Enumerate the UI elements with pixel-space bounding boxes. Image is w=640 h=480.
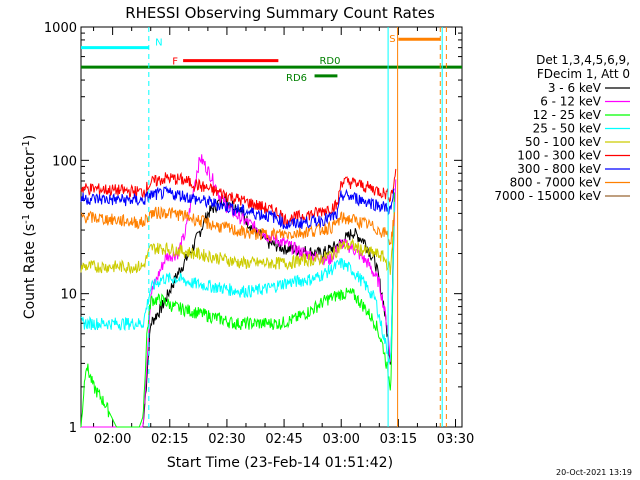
flag-label: RD6 — [286, 73, 307, 84]
axis-ticks: 02:00 02:15 02:30 02:45 03:00 03:15 03:30 1 10 10… — [44, 21, 474, 447]
series-line — [80, 192, 395, 428]
series-line — [80, 211, 395, 275]
x-tick-label: 02:30 — [208, 432, 245, 447]
legend-label: 50 - 100 keV — [525, 135, 602, 149]
chart-title: RHESSI Observing Summary Count Rates — [125, 4, 435, 22]
legend-label: 100 - 300 keV — [517, 149, 601, 163]
series-line — [80, 185, 395, 230]
plot-frame — [80, 26, 463, 428]
legend-label: 12 - 25 keV — [533, 108, 602, 122]
legend-label: 6 - 12 keV — [540, 95, 602, 109]
legend-label: 25 - 50 keV — [533, 122, 602, 136]
legend-label: 800 - 7000 keV — [510, 176, 602, 190]
footer-date: 20-Oct-2021 13:19 — [556, 468, 632, 477]
legend-title-line2: FDecim 1, Att 0 — [537, 67, 630, 81]
flag-label: S — [389, 34, 395, 45]
series-line — [80, 168, 397, 227]
y-tick-label: 10 — [60, 288, 77, 303]
x-tick-label: 02:45 — [265, 432, 302, 447]
x-tick-label: 02:15 — [151, 432, 188, 447]
series-line — [80, 205, 395, 246]
y-axis-label-end: ) — [22, 135, 38, 140]
y-axis-label-sup1: -1 — [21, 214, 32, 224]
y-axis-label: Count Rate (s-1 detector-1) — [21, 135, 38, 319]
attenuator-lines — [148, 27, 447, 427]
y-tick-label: 100 — [52, 154, 77, 169]
flag-label: RD0 — [319, 56, 340, 67]
flag-label: N — [155, 38, 162, 49]
y-tick-label: 1000 — [44, 21, 77, 36]
legend-title-line1: Det 1,3,4,5,6,9, — [536, 53, 630, 67]
legend: Det 1,3,4,5,6,9, FDecim 1, Att 0 3 - 6 k… — [494, 53, 630, 203]
observing-flags: NF RD0 RD6 S — [81, 34, 462, 84]
x-tick-label: 03:30 — [437, 432, 474, 447]
legend-label: 300 - 800 keV — [517, 162, 601, 176]
y-tick-label: 1 — [69, 421, 77, 436]
series-layer — [80, 154, 397, 428]
series-line — [80, 201, 395, 363]
legend-label: 3 - 6 keV — [548, 81, 602, 95]
y-axis-label-mid: detector — [22, 150, 38, 214]
x-tick-label: 02:00 — [94, 432, 131, 447]
flag-label: F — [172, 57, 178, 68]
y-axis-label-sup2: -1 — [21, 140, 32, 150]
legend-label: 7000 - 15000 keV — [494, 189, 601, 203]
y-axis-label-main: Count Rate (s — [22, 224, 38, 319]
x-axis-label: Start Time (23-Feb-14 01:51:42) — [167, 455, 393, 471]
x-tick-label: 03:00 — [322, 432, 359, 447]
x-tick-label: 03:15 — [380, 432, 417, 447]
